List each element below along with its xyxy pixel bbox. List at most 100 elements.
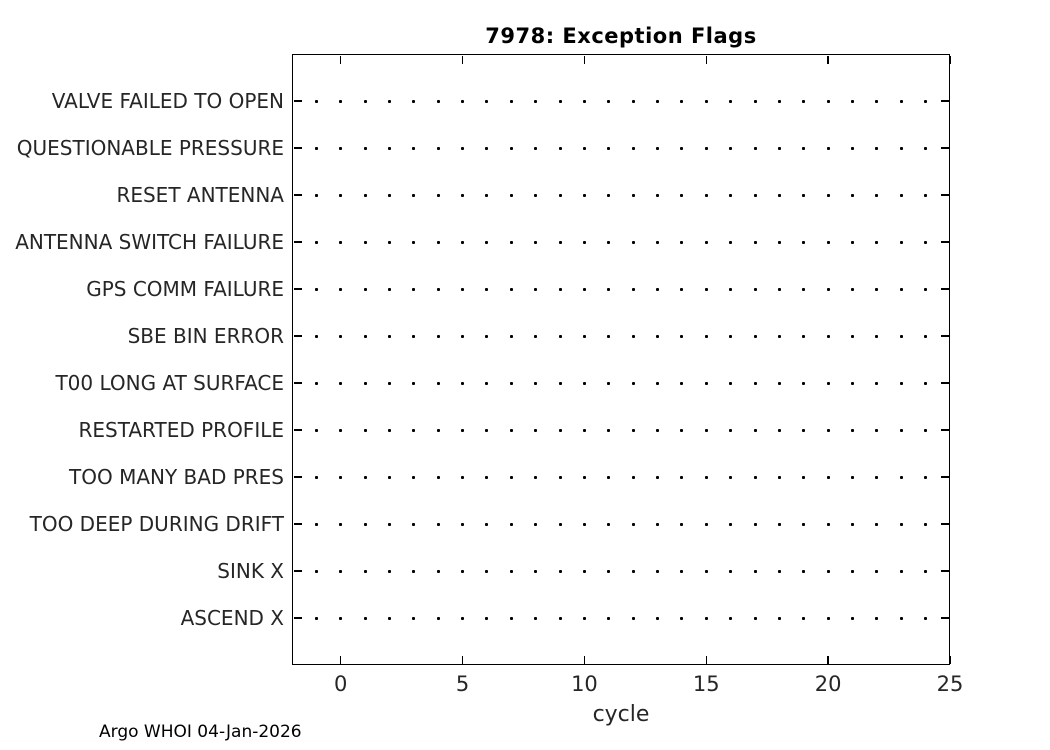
data-point (387, 381, 391, 385)
data-point (680, 569, 684, 573)
data-point (802, 428, 806, 432)
data-point (704, 146, 708, 150)
data-point (899, 616, 903, 620)
data-point (339, 99, 343, 103)
data-point (826, 287, 830, 291)
data-point (534, 475, 538, 479)
data-point (729, 569, 733, 573)
data-point (704, 569, 708, 573)
x-axis-tick (583, 655, 586, 664)
data-point (826, 569, 830, 573)
data-point (534, 428, 538, 432)
data-point (924, 240, 928, 244)
data-point (485, 334, 489, 338)
data-point (582, 616, 586, 620)
data-point (534, 99, 538, 103)
data-point (826, 381, 830, 385)
data-point (363, 616, 367, 620)
data-point (339, 569, 343, 573)
data-point (924, 428, 928, 432)
data-point (582, 193, 586, 197)
data-point (534, 522, 538, 526)
data-point (363, 193, 367, 197)
data-point (582, 287, 586, 291)
data-point (558, 569, 562, 573)
data-point (680, 428, 684, 432)
data-point (729, 616, 733, 620)
data-point (826, 522, 830, 526)
data-point (461, 522, 465, 526)
data-point (631, 193, 635, 197)
data-point (314, 616, 318, 620)
y-axis-tick-right (940, 570, 949, 572)
data-point (875, 522, 879, 526)
data-point (802, 475, 806, 479)
data-point (924, 193, 928, 197)
data-point (802, 522, 806, 526)
data-point (826, 616, 830, 620)
y-axis-tick-right (940, 241, 949, 243)
data-point (851, 99, 855, 103)
y-tick-label: RESTARTED PROFILE (78, 418, 284, 442)
data-point (387, 522, 391, 526)
data-point (534, 193, 538, 197)
data-point (680, 381, 684, 385)
y-tick-label: SBE BIN ERROR (127, 324, 284, 348)
data-point (314, 240, 318, 244)
data-point (509, 569, 513, 573)
y-axis-tick-right (940, 194, 949, 196)
data-point (656, 193, 660, 197)
data-point (485, 240, 489, 244)
data-point (461, 381, 465, 385)
x-axis-label: cycle (592, 702, 650, 727)
data-point (558, 428, 562, 432)
data-point (314, 99, 318, 103)
data-point (656, 616, 660, 620)
data-point (753, 334, 757, 338)
data-point (875, 381, 879, 385)
data-point (777, 287, 781, 291)
data-point (899, 334, 903, 338)
data-point (704, 616, 708, 620)
data-point (826, 99, 830, 103)
data-point (656, 475, 660, 479)
data-point (802, 569, 806, 573)
x-tick-label: 15 (692, 672, 720, 696)
data-point (582, 99, 586, 103)
data-point (558, 475, 562, 479)
x-axis-tick-top (339, 55, 342, 64)
data-point (631, 616, 635, 620)
y-axis-tick (293, 382, 302, 384)
data-point (387, 240, 391, 244)
data-point (924, 381, 928, 385)
data-point (704, 428, 708, 432)
data-point (851, 193, 855, 197)
data-point (631, 522, 635, 526)
data-point (680, 146, 684, 150)
data-point (485, 381, 489, 385)
data-point (485, 475, 489, 479)
data-point (534, 146, 538, 150)
data-point (607, 428, 611, 432)
x-tick-label: 10 (571, 672, 598, 696)
data-point (729, 240, 733, 244)
data-point (436, 240, 440, 244)
data-point (631, 240, 635, 244)
data-point (461, 287, 465, 291)
data-point (412, 240, 416, 244)
y-axis-tick-right (940, 476, 949, 478)
data-point (729, 428, 733, 432)
x-axis-tick-top (583, 55, 586, 64)
data-point (656, 146, 660, 150)
data-point (363, 334, 367, 338)
data-point (777, 240, 781, 244)
data-point (875, 475, 879, 479)
data-point (339, 475, 343, 479)
data-point (729, 334, 733, 338)
data-point (777, 616, 781, 620)
data-point (729, 99, 733, 103)
y-axis-tick-right (940, 429, 949, 431)
data-point (851, 334, 855, 338)
data-point (509, 193, 513, 197)
data-point (607, 193, 611, 197)
